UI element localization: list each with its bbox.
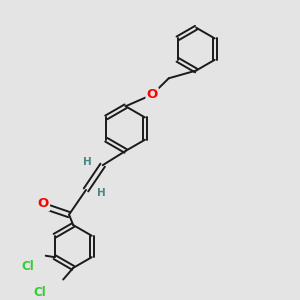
Text: O: O xyxy=(146,88,158,101)
Text: Cl: Cl xyxy=(33,286,46,299)
Text: H: H xyxy=(98,188,106,199)
Text: H: H xyxy=(83,157,92,167)
Text: Cl: Cl xyxy=(21,260,34,273)
Text: O: O xyxy=(38,197,49,210)
